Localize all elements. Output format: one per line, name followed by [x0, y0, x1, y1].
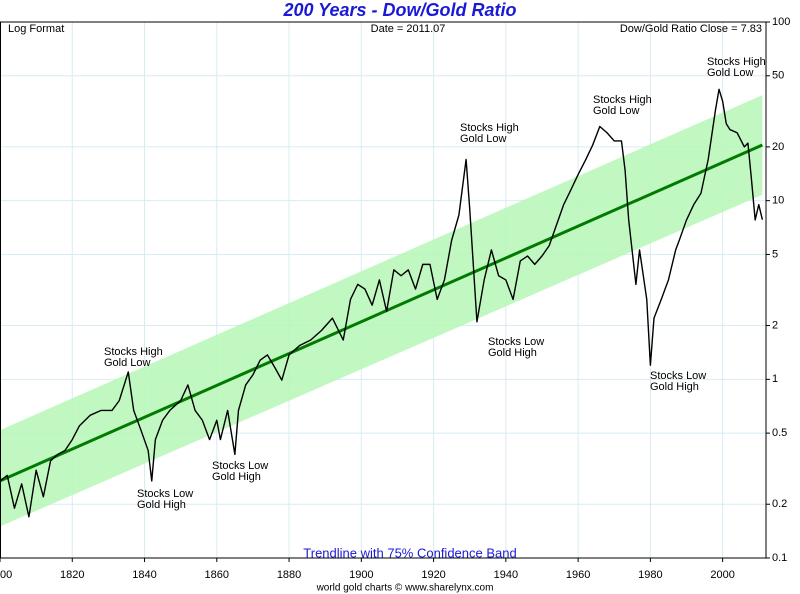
header-center: Date = 2011.07 — [371, 23, 446, 35]
y-tick-label: 2 — [772, 319, 778, 331]
y-tick-label: 0.5 — [772, 427, 787, 439]
x-tick-label: 1860 — [205, 569, 229, 581]
annotation: Stocks High — [460, 122, 519, 134]
x-tick-label: 1980 — [638, 569, 662, 581]
annotation: Gold Low — [104, 357, 151, 369]
annotation: Stocks Low — [650, 370, 706, 382]
x-tick-label: 2000 — [710, 569, 734, 581]
ratio-line — [0, 88, 764, 518]
x-tick-label: 1900 — [349, 569, 373, 581]
trendline — [0, 143, 763, 483]
x-tick-label: 1800 — [0, 569, 12, 581]
annotation: Gold High — [488, 347, 537, 359]
y-tick-label: 100 — [772, 16, 790, 28]
caption: Trendline with 75% Confidence Band — [303, 545, 516, 560]
annotation: Stocks Low — [137, 488, 193, 500]
header-left: Log Format — [8, 23, 64, 35]
header-right: Dow/Gold Ratio Close = 7.83 — [620, 23, 762, 35]
y-tick-label: 0.1 — [772, 552, 787, 564]
y-tick-label: 0.2 — [772, 498, 787, 510]
y-tick-label: 50 — [772, 70, 784, 82]
x-tick-label: 1880 — [277, 569, 301, 581]
annotation: Stocks High — [104, 346, 163, 358]
annotation: Gold Low — [707, 67, 754, 79]
plot-frame — [0, 21, 767, 559]
footer: world gold charts © www.sharelynx.com — [316, 583, 494, 594]
y-tick-label: 10 — [772, 195, 784, 207]
annotation: Stocks High — [593, 94, 652, 106]
annotation: Stocks Low — [488, 336, 544, 348]
x-tick-label: 1960 — [566, 569, 590, 581]
annotation: Gold Low — [460, 133, 507, 145]
x-tick-label: 1820 — [60, 569, 84, 581]
y-tick-label: 5 — [772, 248, 778, 260]
annotation: Gold Low — [593, 105, 640, 117]
x-tick-label: 1940 — [494, 569, 518, 581]
chart-title: 200 Years - Dow/Gold Ratio — [282, 0, 516, 20]
annotation: Stocks High — [707, 56, 766, 68]
y-tick-label: 1 — [772, 373, 778, 385]
y-tick-label: 20 — [772, 141, 784, 153]
x-tick-label: 1920 — [421, 569, 445, 581]
annotation: Gold High — [212, 471, 261, 483]
annotation: Gold High — [650, 381, 699, 393]
confidence-band — [0, 95, 763, 527]
annotation: Gold High — [137, 499, 186, 511]
annotation: Stocks Low — [212, 460, 268, 472]
x-tick-label: 1840 — [132, 569, 156, 581]
